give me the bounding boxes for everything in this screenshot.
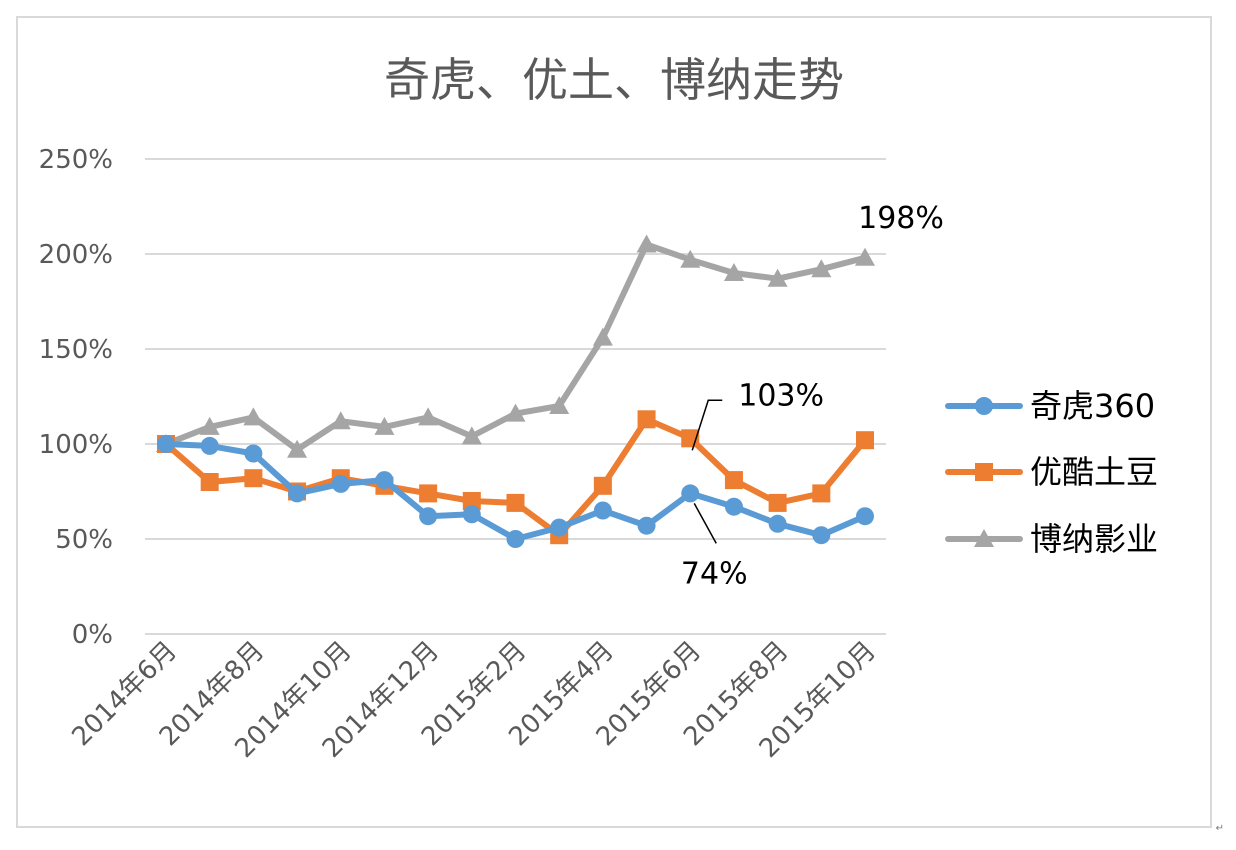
data-point bbox=[331, 474, 350, 493]
data-point bbox=[767, 268, 788, 287]
data-point bbox=[812, 484, 831, 503]
data-point bbox=[724, 471, 743, 490]
x-axis-ticks: 2014年6月2014年8月2014年10月2014年12月2015年2月201… bbox=[66, 636, 881, 764]
y-tick-label: 250% bbox=[39, 145, 113, 175]
data-point bbox=[418, 407, 439, 426]
data-point bbox=[461, 426, 482, 445]
chart-frame bbox=[16, 16, 1212, 828]
data-point bbox=[505, 403, 526, 422]
legend-item-1: 优酷土豆 bbox=[945, 453, 1158, 491]
gridlines bbox=[145, 158, 886, 635]
data-point bbox=[244, 444, 263, 463]
data-point bbox=[856, 507, 874, 526]
data-point bbox=[723, 263, 744, 281]
y-tick-label: 100% bbox=[39, 430, 113, 460]
data-point bbox=[637, 516, 656, 535]
y-tick-label: 0% bbox=[72, 620, 113, 650]
annotation-label: 103% bbox=[738, 378, 824, 413]
data-point bbox=[724, 497, 743, 516]
data-point bbox=[637, 410, 656, 429]
data-point bbox=[506, 530, 525, 548]
data-point bbox=[288, 484, 307, 503]
series-group bbox=[156, 234, 875, 548]
data-point bbox=[287, 439, 308, 458]
data-point bbox=[550, 518, 569, 537]
data-point bbox=[462, 505, 481, 524]
data-point bbox=[330, 411, 351, 430]
data-point bbox=[593, 501, 612, 520]
series-1 bbox=[157, 410, 874, 545]
data-point bbox=[812, 526, 831, 545]
data-point bbox=[636, 234, 657, 253]
annotation-label: 198% bbox=[858, 201, 944, 236]
annotation-leader bbox=[693, 503, 717, 544]
y-tick-label: 150% bbox=[39, 335, 113, 365]
data-point bbox=[681, 484, 700, 503]
data-point bbox=[200, 473, 219, 491]
data-point bbox=[419, 484, 438, 503]
data-point bbox=[462, 492, 481, 510]
legend-marker bbox=[975, 463, 993, 481]
chart-title: 奇虎、优土、博纳走势 bbox=[384, 53, 844, 107]
data-point bbox=[768, 514, 787, 533]
data-point bbox=[243, 407, 264, 426]
corner-mark: ↵ bbox=[1215, 823, 1224, 834]
data-point bbox=[419, 507, 438, 526]
legend-item-2: 博纳影业 bbox=[945, 520, 1158, 558]
legend-label: 奇虎360 bbox=[1030, 387, 1155, 425]
series-2 bbox=[156, 234, 875, 458]
data-point bbox=[592, 327, 613, 346]
legend-label: 优酷土豆 bbox=[1030, 453, 1158, 491]
legend-label: 博纳影业 bbox=[1030, 520, 1158, 558]
annotation-leader bbox=[691, 399, 723, 451]
y-tick-label: 200% bbox=[39, 240, 113, 270]
data-point bbox=[200, 436, 219, 455]
series-0 bbox=[157, 435, 874, 548]
data-point bbox=[199, 416, 220, 435]
data-point bbox=[549, 396, 570, 414]
data-point bbox=[506, 493, 525, 512]
data-point bbox=[856, 431, 874, 450]
data-point bbox=[811, 259, 832, 278]
data-point bbox=[157, 435, 175, 453]
annotation-label: 74% bbox=[681, 556, 748, 591]
legend-marker bbox=[974, 529, 994, 547]
data-point bbox=[374, 416, 395, 435]
data-point bbox=[680, 249, 701, 268]
data-point bbox=[375, 471, 394, 490]
data-point bbox=[768, 493, 787, 512]
data-point bbox=[855, 247, 875, 266]
data-point bbox=[593, 476, 612, 495]
legend-item-0: 奇虎360 bbox=[945, 387, 1155, 425]
y-axis-ticks: 0% 50% 100% 150% 200% 250% bbox=[39, 145, 113, 650]
y-tick-label: 50% bbox=[55, 525, 113, 555]
legend-marker bbox=[975, 397, 993, 415]
annotations: 198% 103% 74% bbox=[681, 201, 944, 592]
data-point bbox=[244, 469, 263, 488]
